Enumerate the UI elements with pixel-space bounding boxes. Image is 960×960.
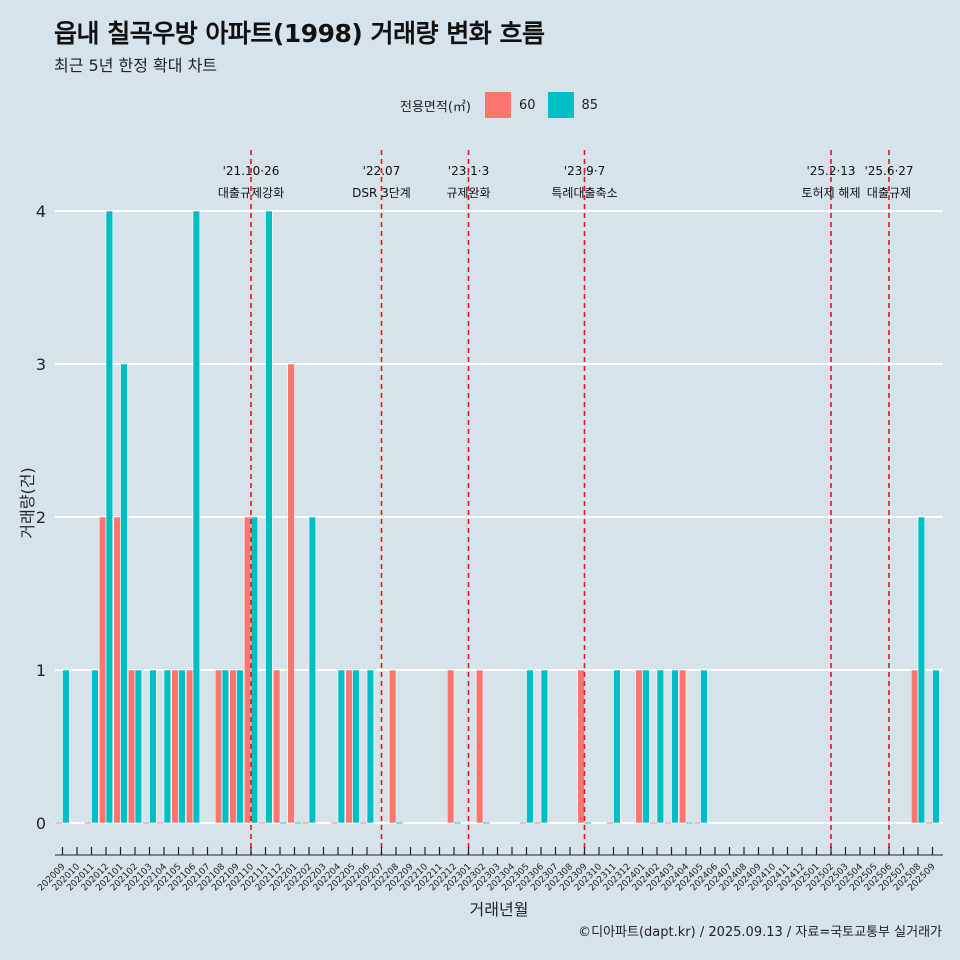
y-axis-title: 거래량(건): [18, 467, 37, 538]
bar: [345, 669, 353, 824]
bar: [105, 210, 114, 824]
bar: [265, 210, 273, 824]
event-date: '22.07: [363, 164, 401, 178]
bar: [236, 669, 244, 824]
bar: [678, 669, 687, 824]
chart-subtitle: 최근 5년 한정 확대 차트: [54, 56, 218, 75]
bar: [932, 669, 940, 824]
bar: [229, 669, 237, 824]
legend-title: 전용면적(㎡): [400, 99, 471, 115]
bar: [62, 669, 70, 824]
event-label: DSR 3단계: [352, 186, 411, 200]
legend-label-85: 85: [581, 97, 599, 113]
legend-item-85: 85: [547, 92, 599, 118]
bar: [635, 669, 643, 824]
legend-key-60: [484, 92, 511, 118]
bar: [308, 516, 317, 824]
bar: [214, 669, 223, 824]
y-tick-label: 0: [36, 814, 46, 833]
event-label: 대출규제: [867, 186, 911, 200]
legend-item-60: 60: [484, 92, 536, 118]
bar: [221, 669, 230, 824]
bar: [446, 669, 455, 824]
bar: [475, 669, 484, 824]
bar: [613, 669, 621, 824]
event-date: '23.1·3: [448, 164, 489, 178]
legend-label-60: 60: [518, 97, 536, 113]
bar: [917, 516, 926, 824]
bar: [656, 669, 665, 824]
legend: 전용면적(㎡) 60 85: [400, 92, 598, 118]
bar: [388, 669, 397, 824]
event-label: 특례대출축소: [551, 186, 617, 200]
x-axis-title: 거래년월: [470, 900, 529, 919]
chart-title: 읍내 칠곡우방 아파트(1998) 거래량 변화 흐름: [54, 19, 545, 48]
bar: [120, 363, 128, 824]
bar: [671, 669, 679, 824]
bar: [272, 669, 281, 824]
bar: [337, 669, 346, 824]
bar: [113, 516, 121, 824]
legend-key-85: [547, 92, 574, 118]
event-date: '25.2·13: [806, 164, 855, 178]
bar: [185, 669, 194, 824]
bar: [163, 669, 172, 824]
bar: [149, 669, 157, 824]
bar: [243, 516, 252, 824]
bar: [577, 669, 585, 824]
y-tick-label: 1: [36, 661, 46, 680]
bar: [171, 669, 179, 824]
y-tick-label: 4: [36, 202, 46, 221]
caption: ©디아파트(dapt.kr) / 2025.09.13 / 자료=국토교통부 실…: [578, 925, 942, 940]
bar: [700, 669, 708, 824]
event-label: 규제완화: [446, 186, 490, 200]
gridlines: [55, 210, 943, 824]
bar: [98, 516, 107, 824]
bar: [91, 669, 99, 824]
bar: [134, 669, 143, 824]
y-tick-label: 3: [36, 355, 46, 374]
y-tick-label: 2: [36, 508, 46, 527]
event-label: 토허제 해제: [801, 186, 860, 200]
event-date: '23.9·7: [564, 164, 605, 178]
bar: [910, 669, 919, 824]
bar: [250, 516, 259, 824]
bar: [192, 210, 201, 824]
bar: [540, 669, 549, 824]
bar: [642, 669, 650, 824]
bar: [526, 669, 534, 824]
event-label: 대출규제강화: [218, 186, 284, 200]
bar: [127, 669, 136, 824]
bar: [287, 363, 295, 824]
bar: [352, 669, 360, 824]
bar: [366, 669, 375, 824]
event-date: '21.10·26: [223, 164, 280, 178]
bar: [178, 669, 186, 824]
event-date: '25.6·27: [864, 164, 913, 178]
